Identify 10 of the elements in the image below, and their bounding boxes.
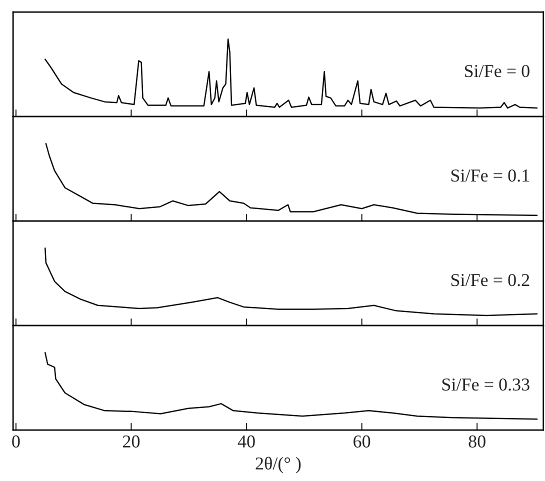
x-tick-label: 60	[354, 435, 370, 448]
series-label: Si/Fe = 0	[464, 64, 530, 78]
series-label: Si/Fe = 0.1	[451, 169, 530, 182]
series-label: Si/Fe = 0.33	[442, 378, 530, 391]
x-axis-title: 2θ/(° )	[256, 456, 301, 474]
x-tick-label: 20	[123, 435, 140, 448]
series-label: Si/Fe = 0.2	[451, 274, 530, 286]
x-tick-label: 40	[238, 435, 255, 448]
x-tick-label: 0	[12, 435, 20, 448]
x-tick-label: 80	[468, 435, 486, 448]
